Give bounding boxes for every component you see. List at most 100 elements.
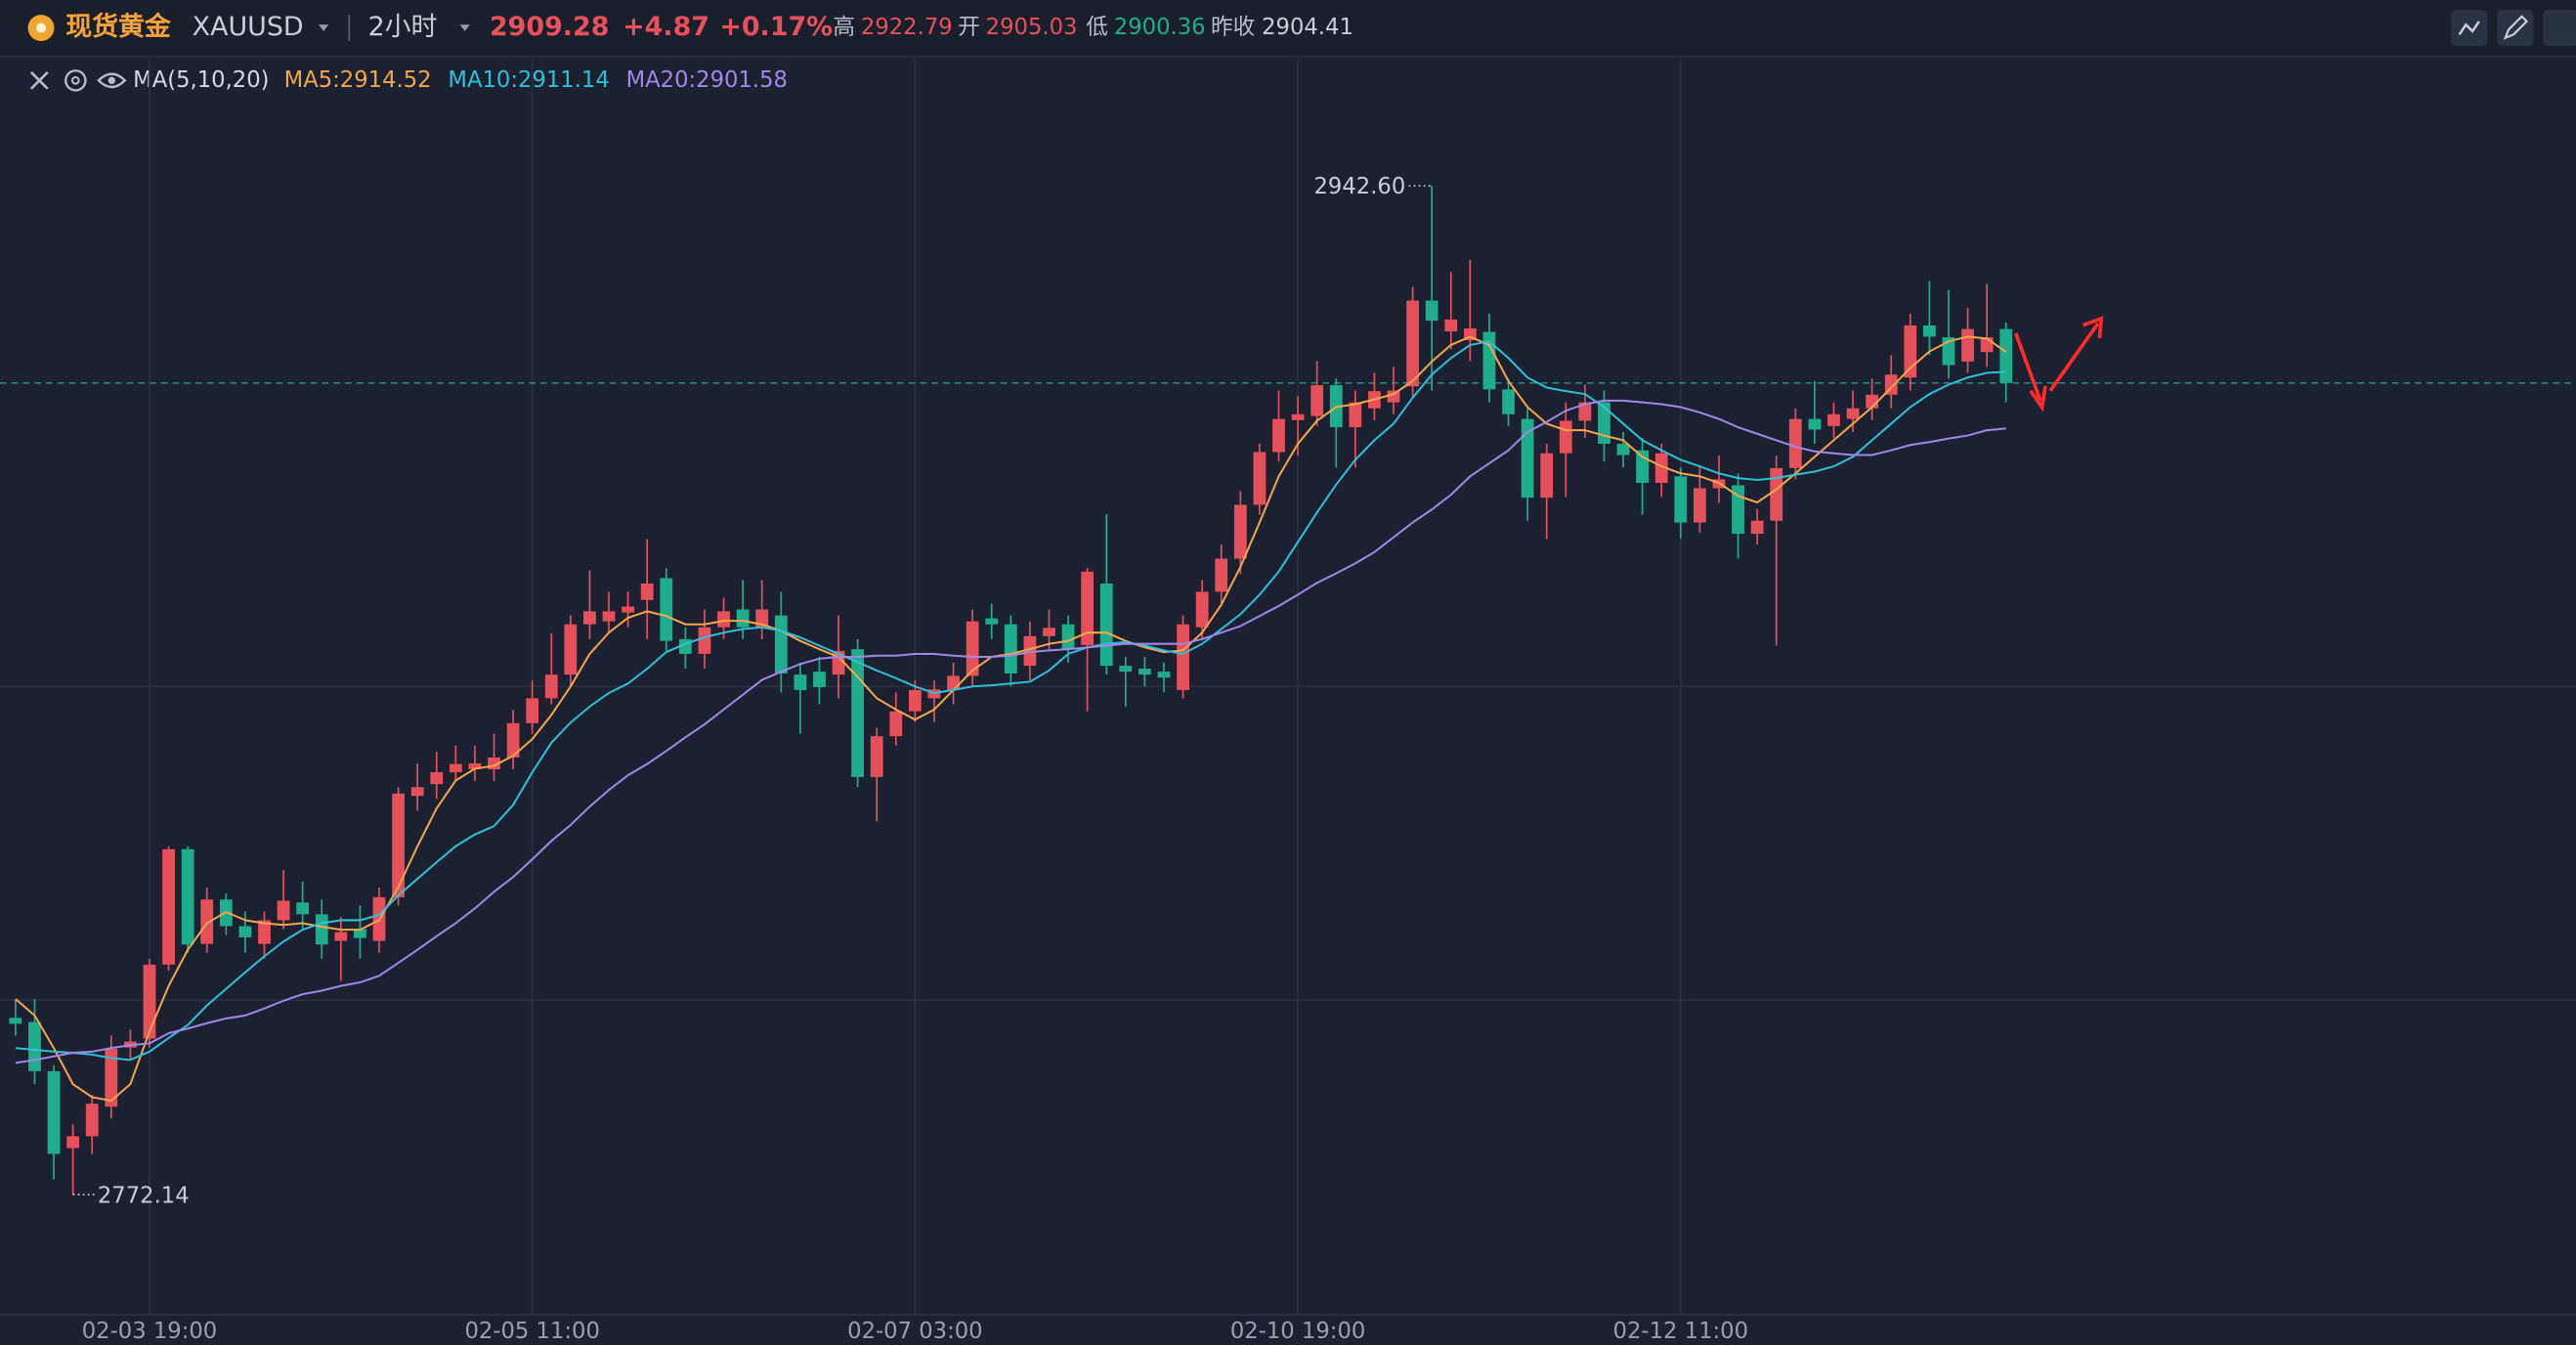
candle-body <box>1119 666 1133 672</box>
candle-body <box>1061 624 1075 650</box>
candle-body <box>1310 385 1324 416</box>
candle-body <box>1923 325 1936 337</box>
close-icon[interactable] <box>30 71 49 90</box>
candle-body <box>1654 453 1668 483</box>
interval[interactable]: 2小时 <box>368 12 438 42</box>
symbol[interactable]: XAUUSD <box>193 12 304 42</box>
candle-body <box>717 611 730 628</box>
header-bar <box>0 0 2576 57</box>
candle-body <box>200 899 214 944</box>
ma-line <box>15 335 2007 1103</box>
candle-body <box>1616 444 1630 456</box>
interval-dropdown[interactable] <box>459 24 470 31</box>
candle-body <box>602 611 616 622</box>
tool-button[interactable] <box>2497 10 2534 47</box>
candle-body <box>1215 558 1228 592</box>
candle-body <box>9 1018 22 1024</box>
tool-icon <box>2458 21 2480 35</box>
candle-body <box>1827 413 1840 426</box>
candle-body <box>1406 300 1419 387</box>
candle-body <box>1961 328 1974 362</box>
visibility-icon[interactable] <box>97 72 127 89</box>
candle-body <box>334 932 348 941</box>
plot-area: 02-03 19:00 02-05 11:00 02-07 03:00 02-10 1… <box>0 59 2576 1344</box>
tool-button[interactable] <box>2543 10 2576 47</box>
candle-body <box>544 674 558 699</box>
candle-body <box>1253 452 1267 505</box>
candle-body <box>985 618 999 625</box>
candle-body <box>1559 420 1572 454</box>
candle-body <box>1502 389 1515 414</box>
prev-close-label: 昨收 <box>1211 15 1255 40</box>
candle-body <box>1291 413 1305 420</box>
candle-body <box>1004 624 1017 673</box>
x-tick-label: 02-12 11:00 <box>1613 1319 1748 1344</box>
candle-body <box>1846 408 1860 419</box>
legend-entry: MA5:2914.52 <box>284 67 432 93</box>
visibility-icon-pupil <box>107 76 116 85</box>
candle-body <box>640 583 654 600</box>
candle-body <box>851 649 865 777</box>
annotation-label: 2942.60 <box>1313 174 1405 199</box>
candle-body <box>966 621 979 676</box>
drawn-arrowhead <box>2029 385 2047 412</box>
candle-body <box>947 675 960 690</box>
candle-body <box>1808 418 1822 430</box>
drawn-arrowhead <box>2082 316 2104 339</box>
candle-body <box>1578 402 1592 421</box>
change-pct: +0.17% <box>719 12 833 42</box>
candle-body <box>526 698 539 723</box>
candle-body <box>85 1104 99 1137</box>
low-value: 2900.36 <box>1114 15 1206 40</box>
candle-body <box>870 736 883 777</box>
candle-body <box>296 902 310 915</box>
candle-body <box>564 624 578 675</box>
coin-icon-center <box>35 22 47 33</box>
candle-body <box>430 772 444 785</box>
settings-icon[interactable] <box>64 69 87 92</box>
legend-entry: MA20:2901.58 <box>626 67 788 93</box>
candle-body <box>1444 319 1458 331</box>
candle-body <box>1157 672 1171 678</box>
candle-body <box>506 722 520 758</box>
candle-body <box>1521 418 1534 499</box>
candle-body <box>1138 669 1151 675</box>
candle-body <box>1177 624 1189 690</box>
x-tick-label: 02-05 11:00 <box>464 1319 599 1344</box>
x-tick-label: 02-03 19:00 <box>82 1319 217 1344</box>
x-tick-label: 02-07 03:00 <box>847 1319 982 1344</box>
candle-body <box>1750 520 1764 535</box>
candle-body <box>1081 571 1095 645</box>
candle-body <box>410 787 424 797</box>
candle-body <box>1425 300 1438 322</box>
annotation-label: 2772.14 <box>98 1183 190 1208</box>
ma-line <box>15 340 2006 1062</box>
candle-body <box>1233 504 1247 559</box>
candle-body <box>105 1048 118 1107</box>
candle-body <box>392 793 405 897</box>
candle-body <box>1904 325 1917 378</box>
candle-body <box>1023 635 1037 667</box>
candle-body <box>1942 337 1955 366</box>
candle-body <box>238 926 252 937</box>
candle-body <box>583 611 596 625</box>
symbol-dropdown[interactable] <box>319 24 329 31</box>
ma-line <box>15 399 2006 1064</box>
candle-body <box>1636 450 1650 483</box>
candle-body <box>1598 402 1610 445</box>
candle-body <box>794 674 807 690</box>
high-label: 高 <box>833 15 855 40</box>
instrument-name: 现货黄金 <box>65 11 171 42</box>
candle-body <box>1674 476 1688 523</box>
candle-body <box>1788 418 1802 468</box>
candle-body <box>1043 628 1055 636</box>
candle-body <box>449 763 462 773</box>
candle-body <box>736 609 750 628</box>
drawn-arrow <box>2014 332 2042 402</box>
candle-body <box>1999 328 2013 383</box>
candle-body <box>698 627 711 654</box>
candle-body <box>889 711 903 737</box>
candle-body <box>354 929 366 938</box>
